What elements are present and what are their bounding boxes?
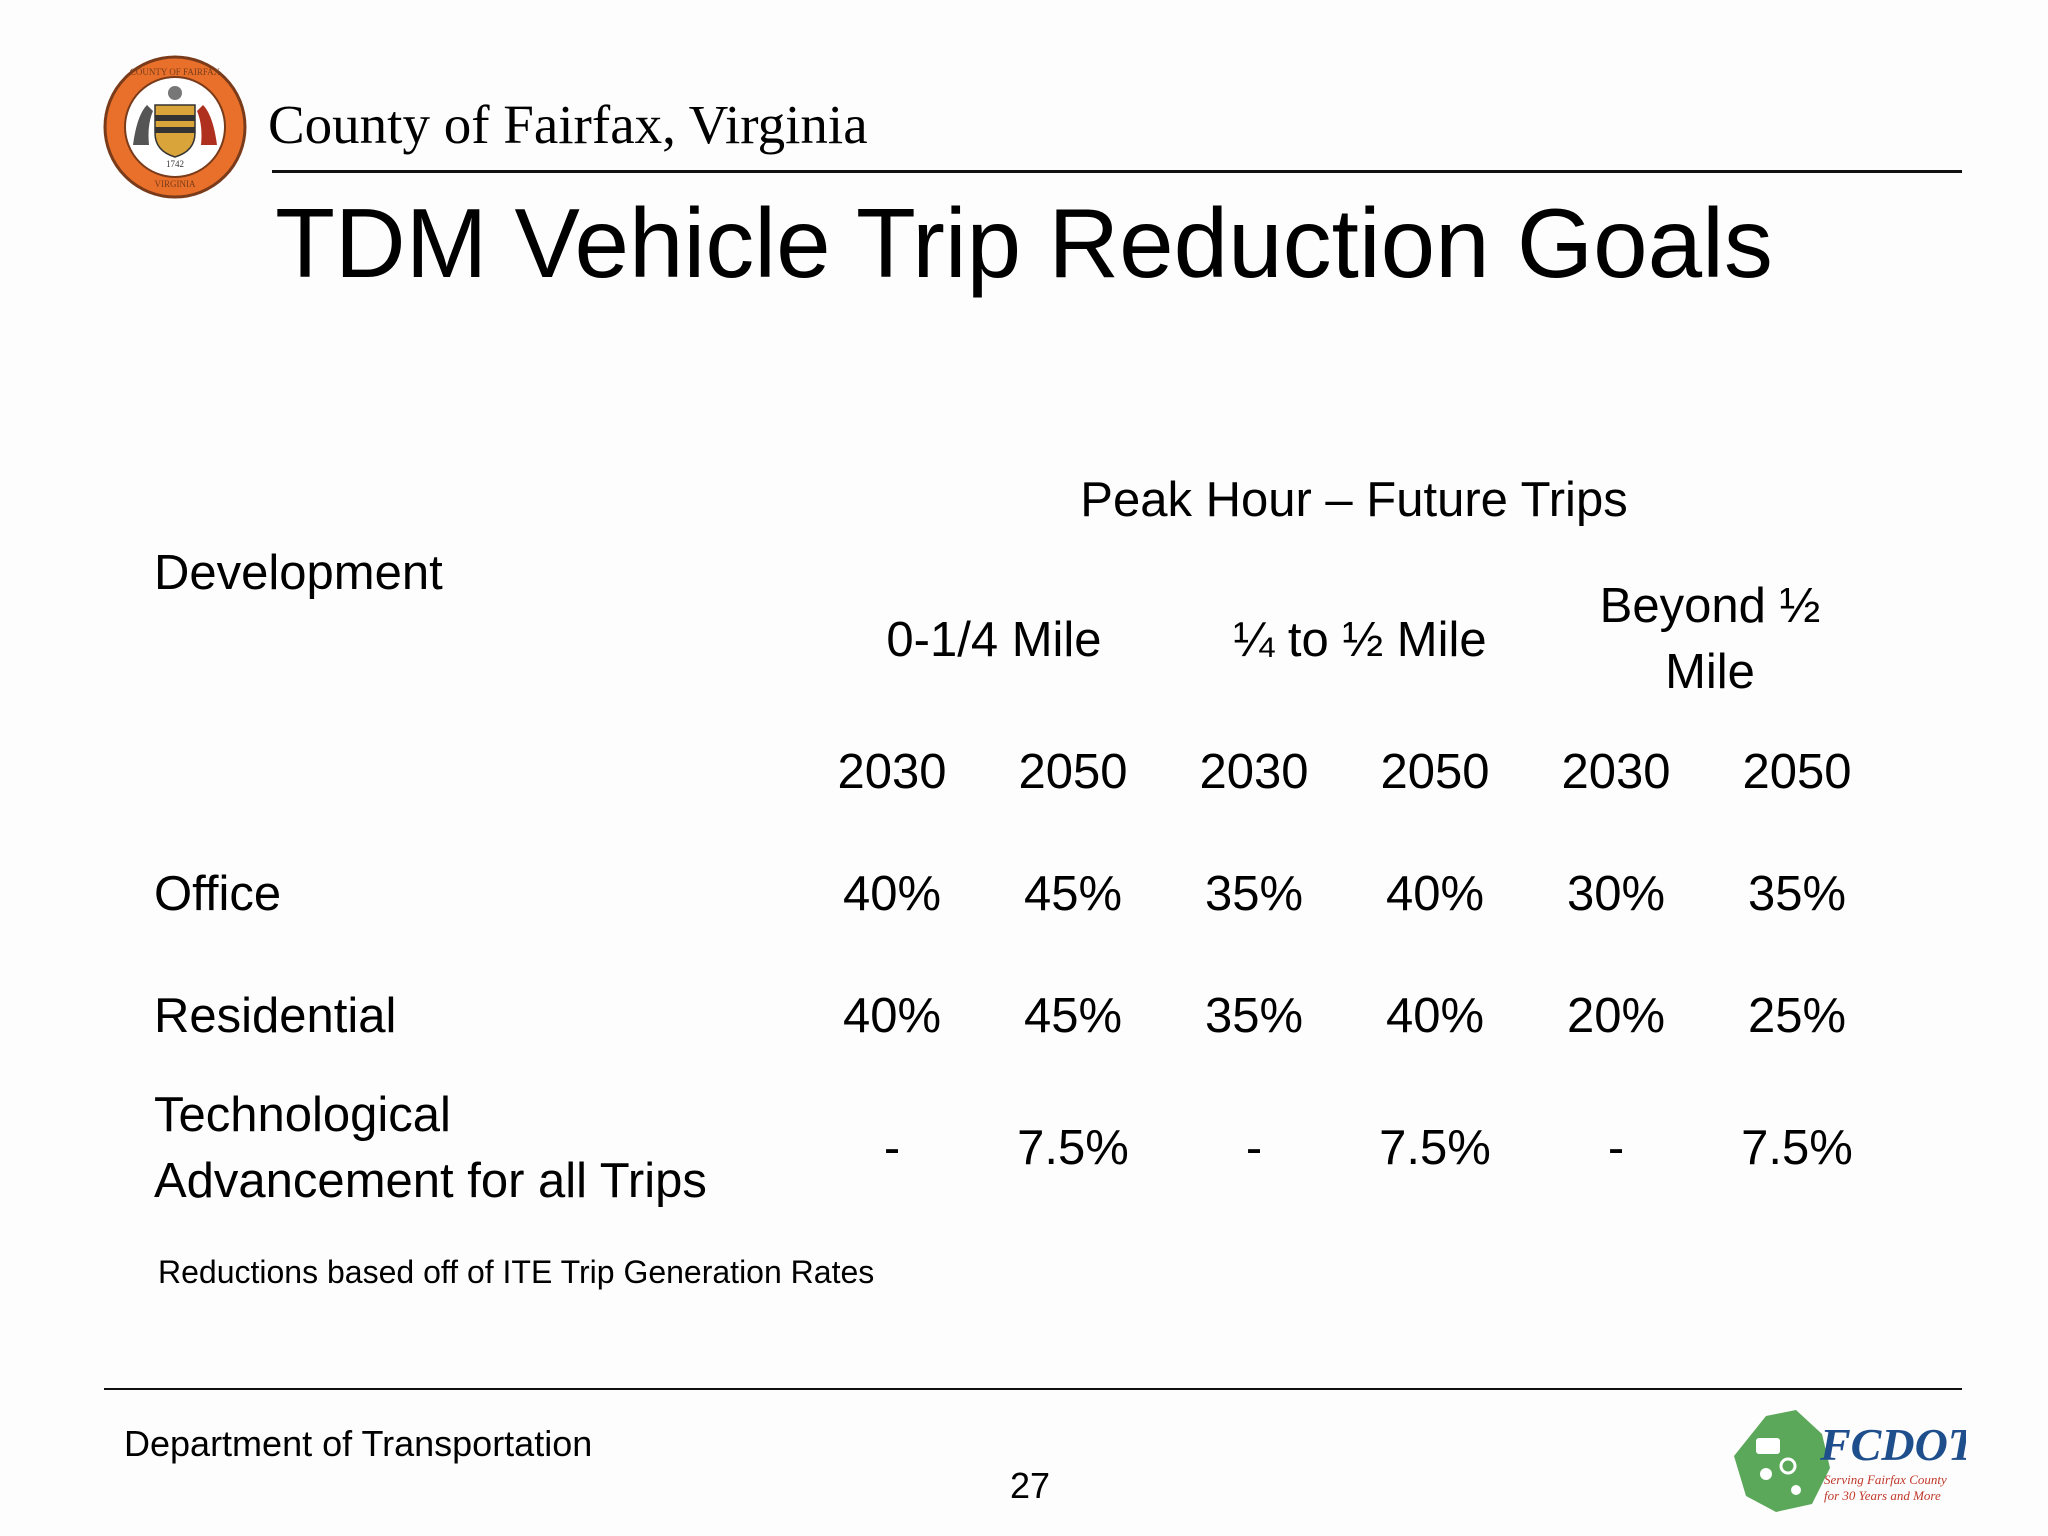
- year-header: 2050: [1742, 745, 1852, 799]
- table-cell: 20%: [1566, 989, 1666, 1043]
- row-header-development: Development: [154, 546, 443, 600]
- table-cell: 7.5%: [1379, 1121, 1491, 1175]
- page-number: 27: [1009, 1465, 1051, 1506]
- county-name: County of Fairfax, Virginia: [268, 94, 868, 155]
- year-header: 2030: [1199, 745, 1309, 799]
- table-cell: 40%: [1385, 989, 1485, 1043]
- year-header: 2030: [1561, 745, 1671, 799]
- table-cell: 35%: [1747, 867, 1847, 921]
- table-cell: -: [1607, 1121, 1625, 1175]
- row-label-office: Office: [154, 867, 282, 921]
- row-label-technological-line2: Advancement for all Trips: [154, 1154, 707, 1208]
- table-cell: 25%: [1747, 989, 1847, 1043]
- footnote: Reductions based off of ITE Trip Generat…: [158, 1254, 875, 1290]
- band-header-0-quarter-mile: 0-1/4 Mile: [886, 613, 1102, 667]
- fcdot-logo: FCDOT Serving Fairfax County for 30 Year…: [1734, 1410, 1966, 1512]
- band-header-quarter-to-half-mile: ¼ to ½ Mile: [1233, 613, 1487, 667]
- table-cell: 45%: [1023, 989, 1123, 1043]
- table-cell: 35%: [1204, 989, 1304, 1043]
- group-header-peak-hour: Peak Hour – Future Trips: [1080, 473, 1628, 527]
- band-header-beyond-half-mile-line2: Mile: [1665, 645, 1755, 699]
- svg-text:VIRGINIA: VIRGINIA: [155, 179, 196, 189]
- county-seal-logo: COUNTY OF FAIRFAX 1742 VIRGINIA: [103, 55, 247, 199]
- footer-divider: [104, 1388, 1962, 1390]
- table-cell: -: [883, 1121, 901, 1175]
- table-cell: 30%: [1566, 867, 1666, 921]
- table-cell: 7.5%: [1741, 1121, 1853, 1175]
- table-cell: 35%: [1204, 867, 1304, 921]
- band-header-beyond-half-mile-line1: Beyond ½: [1599, 579, 1821, 633]
- svg-text:FCDOT: FCDOT: [1819, 1419, 1966, 1470]
- year-header: 2030: [837, 745, 947, 799]
- table-cell: 40%: [842, 867, 942, 921]
- table-cell: 45%: [1023, 867, 1123, 921]
- year-header: 2050: [1018, 745, 1128, 799]
- table-cell: 7.5%: [1017, 1121, 1129, 1175]
- row-label-residential: Residential: [154, 989, 397, 1043]
- year-header: 2050: [1380, 745, 1490, 799]
- table-cell: 40%: [1385, 867, 1485, 921]
- department-name: Department of Transportation: [124, 1423, 593, 1464]
- table-cell: -: [1245, 1121, 1263, 1175]
- svg-text:COUNTY OF FAIRFAX: COUNTY OF FAIRFAX: [130, 67, 221, 77]
- svg-text:1742: 1742: [166, 159, 184, 169]
- svg-text:Serving Fairfax County: Serving Fairfax County: [1824, 1472, 1947, 1487]
- row-label-technological-line1: Technological: [154, 1088, 451, 1142]
- table-cell: 40%: [842, 989, 942, 1043]
- slide-title: TDM Vehicle Trip Reduction Goals: [275, 188, 1773, 298]
- header-divider: [272, 170, 1962, 173]
- svg-text:for 30 Years and More: for 30 Years and More: [1824, 1488, 1941, 1503]
